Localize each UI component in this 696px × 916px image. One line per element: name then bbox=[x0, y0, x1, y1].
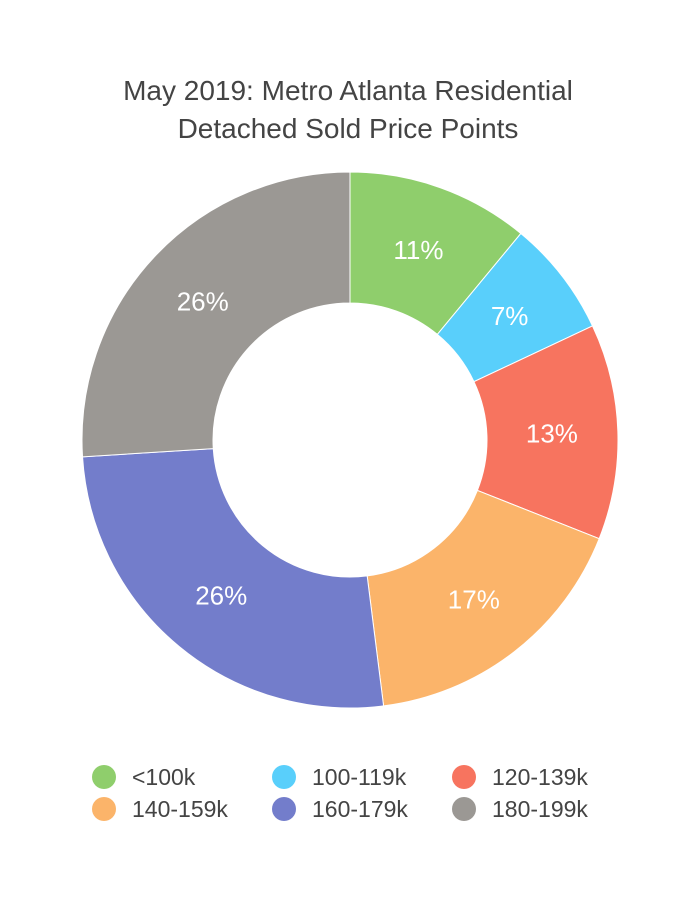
legend-swatch-4 bbox=[272, 797, 296, 821]
chart-legend: <100k 100-119k 120-139k 140-159k 160-179k 180… bbox=[92, 763, 632, 823]
legend-swatch-3 bbox=[92, 797, 116, 821]
legend-swatch-5 bbox=[452, 797, 476, 821]
legend-item-2: 120-139k bbox=[452, 763, 632, 791]
legend-label-4: 160-179k bbox=[312, 795, 408, 822]
legend-item-1: 100-119k bbox=[272, 763, 452, 791]
legend-label-5: 180-199k bbox=[492, 795, 588, 822]
legend-item-0: <100k bbox=[92, 763, 272, 791]
chart-title-line-1: May 2019: Metro Atlanta Residential bbox=[123, 75, 573, 106]
legend-item-3: 140-159k bbox=[92, 795, 272, 823]
donut-slice-4 bbox=[81, 448, 385, 709]
legend-label-1: 100-119k bbox=[312, 763, 407, 790]
slice-value-label-3: 17% bbox=[448, 585, 500, 615]
donut-slice-5 bbox=[81, 171, 351, 458]
slice-value-label-4: 26% bbox=[195, 581, 247, 611]
donut-slice-2 bbox=[473, 325, 619, 540]
legend-label-2: 120-139k bbox=[492, 763, 588, 790]
slice-value-label-2: 13% bbox=[526, 419, 578, 449]
legend-swatch-2 bbox=[452, 765, 476, 789]
legend-label-0: <100k bbox=[132, 763, 196, 790]
legend-swatch-0 bbox=[92, 765, 116, 789]
legend-label-3: 140-159k bbox=[132, 795, 228, 822]
legend-item-5: 180-199k bbox=[452, 795, 632, 823]
chart-title: May 2019: Metro Atlanta Residential Deta… bbox=[0, 72, 696, 148]
legend-item-4: 160-179k bbox=[272, 795, 452, 823]
chart-title-line-2: Detached Sold Price Points bbox=[177, 113, 519, 144]
donut-slice-3 bbox=[366, 489, 600, 707]
slice-value-label-5: 26% bbox=[177, 287, 229, 317]
slice-value-label-1: 7% bbox=[491, 301, 529, 331]
slice-value-label-0: 11% bbox=[393, 235, 443, 265]
legend-swatch-1 bbox=[272, 765, 296, 789]
